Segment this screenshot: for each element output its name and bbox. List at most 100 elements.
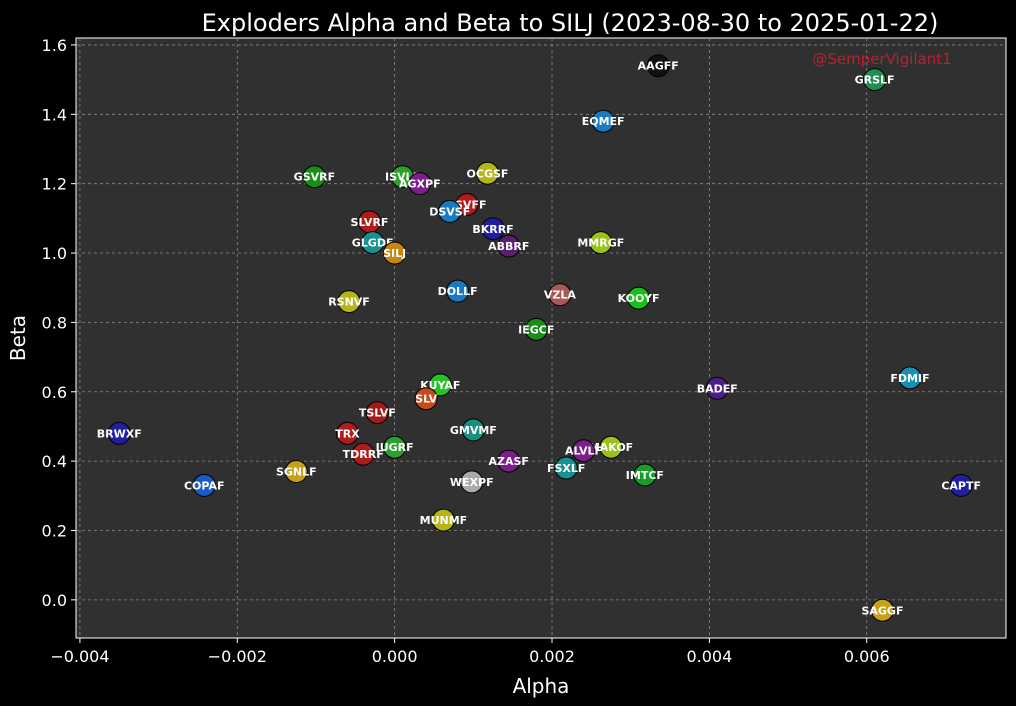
data-point-trx: TRX	[335, 421, 360, 445]
point-label: RSNVF	[328, 296, 370, 309]
data-point-wexpf: WEXPF	[450, 470, 494, 494]
point-marker	[446, 279, 470, 303]
point-marker	[438, 199, 462, 223]
point-marker	[589, 231, 613, 255]
data-point-bkrrf: BKRRF	[472, 217, 514, 241]
data-point-munmf: MUNMF	[420, 508, 468, 532]
y-tick-label: 0.6	[42, 383, 67, 402]
data-point-glgdf: GLGDF	[352, 231, 394, 255]
point-marker	[599, 435, 623, 459]
point-marker	[284, 460, 308, 484]
data-point-grslf: GRSLF	[855, 68, 895, 92]
point-label: COPAF	[184, 479, 225, 492]
point-marker	[497, 234, 521, 258]
point-label: TRX	[335, 427, 360, 440]
x-tick-label: 0.002	[529, 647, 575, 666]
data-point-tslvf: TSLVF	[359, 401, 396, 425]
point-label: GLGDF	[352, 237, 394, 250]
point-label: SGNLF	[276, 466, 317, 479]
point-label: SAGGF	[861, 604, 903, 617]
point-marker	[192, 473, 216, 497]
point-marker	[571, 439, 595, 463]
point-label: BKRRF	[472, 223, 513, 236]
point-marker	[408, 172, 432, 196]
data-point-saggf: SAGGF	[861, 598, 903, 622]
point-marker	[646, 54, 670, 78]
data-point-vzla: VZLA	[544, 283, 576, 307]
x-axis-label: Alpha	[513, 674, 570, 698]
point-label: IUGRF	[376, 441, 414, 454]
point-label: AZASF	[489, 455, 529, 468]
point-marker	[461, 418, 485, 442]
data-point-dsvsf: DSVSF	[429, 199, 470, 223]
point-label: FDMIF	[890, 372, 929, 385]
point-label: GSVRF	[294, 171, 335, 184]
point-marker	[870, 598, 894, 622]
point-label: EQMEF	[582, 115, 625, 128]
point-marker	[337, 290, 361, 314]
point-label: GMVMF	[450, 424, 497, 437]
data-point-aagff: AAGFF	[638, 54, 679, 78]
point-label: TSLVF	[359, 407, 396, 420]
point-marker	[431, 508, 455, 532]
data-point-gsvrf: GSVRF	[294, 165, 335, 189]
data-point-rsnvf: RSNVF	[328, 290, 370, 314]
data-point-badef: BADEF	[697, 376, 738, 400]
point-label: OCGSF	[467, 167, 509, 180]
point-label: AGXPF	[399, 178, 441, 191]
point-label: AAGFF	[638, 60, 679, 73]
point-label: SLV	[415, 393, 437, 406]
point-marker	[898, 366, 922, 390]
point-marker	[302, 165, 326, 189]
y-tick-label: 0.4	[42, 452, 67, 471]
point-marker	[383, 435, 407, 459]
data-point-azasf: AZASF	[489, 449, 529, 473]
point-marker	[705, 376, 729, 400]
point-label: SLVRF	[351, 216, 389, 229]
point-marker	[949, 473, 973, 497]
point-marker	[475, 161, 499, 185]
axis-ticks: −0.004 −0.002 0.000 0.002 0.004 0.006 0.0 0.2 0.…	[42, 36, 890, 666]
point-marker	[107, 421, 131, 445]
data-point-fdmif: FDMIF	[890, 366, 930, 390]
point-marker	[627, 286, 651, 310]
point-marker	[383, 241, 407, 265]
point-label: CAPTF	[941, 479, 981, 492]
point-marker	[591, 109, 615, 133]
point-marker	[351, 442, 375, 466]
y-axis-label: Beta	[6, 315, 30, 361]
point-marker	[524, 317, 548, 341]
point-marker	[863, 68, 887, 92]
point-label: MUNMF	[420, 514, 468, 527]
point-marker	[414, 387, 438, 411]
data-point-captf: CAPTF	[941, 473, 981, 497]
data-point-iegcf: IEGCF	[518, 317, 554, 341]
point-label: BRWXF	[97, 427, 142, 440]
data-point-fsxlf: FSXLF	[547, 456, 585, 480]
point-label: SILJ	[383, 247, 406, 260]
data-point-mmrgf: MMRGF	[577, 231, 624, 255]
point-marker	[335, 421, 359, 445]
data-point-silj: SILJ	[383, 241, 407, 265]
point-label: VZLA	[544, 289, 576, 302]
point-label: FSXLF	[547, 462, 585, 475]
point-marker	[554, 456, 578, 480]
point-label: ABBRF	[488, 240, 529, 253]
watermark-annotation: @SemperVigilant1	[812, 50, 951, 68]
grid-lines	[76, 38, 1006, 638]
point-label: DOLLF	[438, 285, 478, 298]
data-point-kooyf: KOOYF	[618, 286, 660, 310]
point-marker	[548, 283, 572, 307]
data-point-abbrf: ABBRF	[488, 234, 529, 258]
point-marker	[361, 231, 385, 255]
data-point-eqmef: EQMEF	[582, 109, 625, 133]
data-point-sgnlf: SGNLF	[276, 460, 317, 484]
x-tick-label: −0.002	[208, 647, 267, 666]
point-label: IMTCF	[626, 469, 664, 482]
data-point-ocgsf: OCGSF	[467, 161, 509, 185]
point-label: ALVLF	[565, 445, 602, 458]
data-point-copaf: COPAF	[184, 473, 225, 497]
point-label: KOOYF	[618, 292, 660, 305]
point-marker	[428, 373, 452, 397]
y-tick-label: 1.6	[42, 36, 67, 55]
